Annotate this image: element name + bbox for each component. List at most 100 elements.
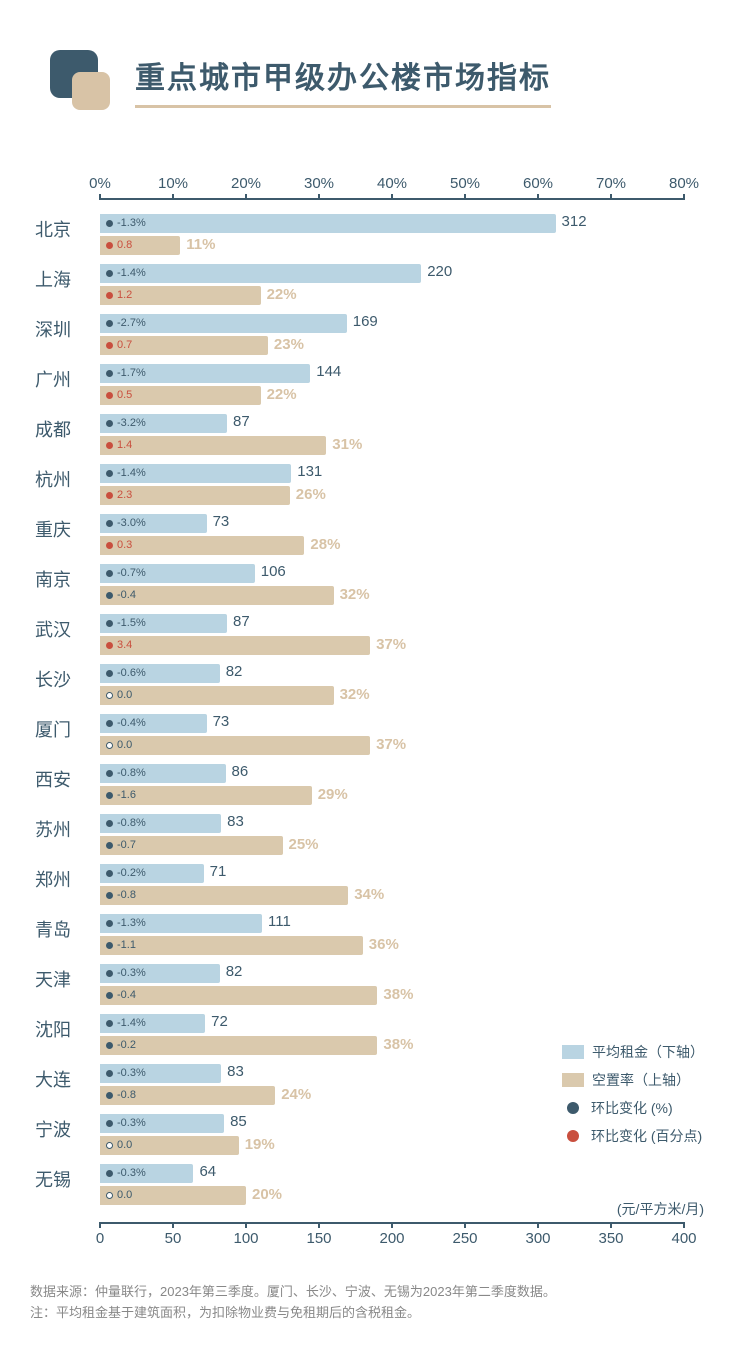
vacancy-change-dot <box>106 292 113 299</box>
rent-change-dot <box>106 1070 113 1077</box>
rent-bar <box>100 864 204 883</box>
rent-bar <box>100 1014 205 1033</box>
vacancy-value: 11% <box>186 236 215 253</box>
rent-value: 85 <box>230 1113 247 1130</box>
rent-bar <box>100 714 207 733</box>
axis-tick: 150 <box>306 1230 331 1247</box>
city-row: 天津8238%-0.3%-0.4 <box>90 962 684 1010</box>
city-label: 广州 <box>35 366 85 392</box>
vacancy-change-dot <box>106 1092 113 1099</box>
vacancy-change-label: 0.3 <box>117 539 132 551</box>
vacancy-change-dot <box>106 842 113 849</box>
rent-value: 83 <box>227 1063 244 1080</box>
chart-header: 重点城市甲级办公楼市场指标 <box>50 50 714 110</box>
rent-change-label: -1.3% <box>117 917 146 929</box>
logo-icon <box>50 50 110 110</box>
vacancy-change-label: 1.4 <box>117 439 132 451</box>
vacancy-change-dot <box>106 542 113 549</box>
city-row: 南京10632%-0.7%-0.4 <box>90 562 684 610</box>
city-row: 上海22022%-1.4%1.2 <box>90 262 684 310</box>
vacancy-change-label: -0.4 <box>117 589 136 601</box>
city-row: 重庆7328%-3.0%0.3 <box>90 512 684 560</box>
city-label: 苏州 <box>35 816 85 842</box>
city-row: 西安8629%-0.8%-1.6 <box>90 762 684 810</box>
vacancy-change-label: 0.5 <box>117 389 132 401</box>
axis-tick: 40% <box>377 175 407 192</box>
vacancy-value: 25% <box>289 836 319 853</box>
city-row: 广州14422%-1.7%0.5 <box>90 362 684 410</box>
rent-value: 71 <box>210 863 227 880</box>
vacancy-change-dot <box>106 242 113 249</box>
rent-value: 87 <box>233 613 250 630</box>
vacancy-value: 29% <box>318 786 348 803</box>
city-label: 北京 <box>35 216 85 242</box>
rent-value: 86 <box>232 763 249 780</box>
axis-tick: 350 <box>598 1230 623 1247</box>
vacancy-value: 19% <box>245 1136 275 1153</box>
rent-change-label: -0.2% <box>117 867 146 879</box>
rent-change-dot <box>106 620 113 627</box>
vacancy-change-dot <box>106 792 113 799</box>
vacancy-change-label: -0.4 <box>117 989 136 1001</box>
city-label: 天津 <box>35 966 85 992</box>
vacancy-value: 20% <box>252 1186 282 1203</box>
vacancy-value: 26% <box>296 486 326 503</box>
vacancy-value: 37% <box>376 736 406 753</box>
vacancy-change-label: -0.2 <box>117 1039 136 1051</box>
rent-change-label: -3.0% <box>117 517 146 529</box>
rent-value: 220 <box>427 263 452 280</box>
vacancy-change-label: -1.6 <box>117 789 136 801</box>
vacancy-change-label: 1.2 <box>117 289 132 301</box>
vacancy-bar <box>100 736 370 755</box>
rent-change-label: -0.3% <box>117 1117 146 1129</box>
chart-title: 重点城市甲级办公楼市场指标 <box>135 53 551 108</box>
vacancy-change-label: 0.0 <box>117 1189 132 1201</box>
rent-change-label: -0.4% <box>117 717 146 729</box>
top-axis: 0%10%20%30%40%50%60%70%80% <box>100 170 684 200</box>
rent-change-label: -1.7% <box>117 367 146 379</box>
city-row: 武汉8737%-1.5%3.4 <box>90 612 684 660</box>
city-label: 无锡 <box>35 1166 85 1192</box>
city-label: 重庆 <box>35 516 85 542</box>
rent-change-dot <box>106 520 113 527</box>
rent-change-label: -0.8% <box>117 767 146 779</box>
vacancy-change-dot <box>106 1142 113 1149</box>
vacancy-value: 32% <box>340 586 370 603</box>
vacancy-change-dot <box>106 692 113 699</box>
rent-change-dot <box>106 320 113 327</box>
city-label: 郑州 <box>35 866 85 892</box>
vacancy-change-label: 3.4 <box>117 639 132 651</box>
rent-bar <box>100 514 207 533</box>
footnotes: 数据来源：仲量联行，2023年第三季度。厦门、长沙、宁波、无锡为2023年第二季… <box>30 1282 556 1324</box>
rent-bar <box>100 264 421 283</box>
rent-bar <box>100 1164 193 1183</box>
city-row: 无锡6420%-0.3%0.0 <box>90 1162 684 1210</box>
city-label: 上海 <box>35 266 85 292</box>
vacancy-value: 38% <box>383 986 413 1003</box>
vacancy-bar <box>100 936 363 955</box>
rent-value: 106 <box>261 563 286 580</box>
vacancy-change-dot <box>106 942 113 949</box>
city-row: 成都8731%-3.2%1.4 <box>90 412 684 460</box>
city-row: 长沙8232%-0.6%0.0 <box>90 662 684 710</box>
axis-tick: 10% <box>158 175 188 192</box>
vacancy-value: 36% <box>369 936 399 953</box>
rent-value: 73 <box>213 513 230 530</box>
vacancy-bar <box>100 436 326 455</box>
city-row: 深圳16923%-2.7%0.7 <box>90 312 684 360</box>
city-row: 苏州8325%-0.8%-0.7 <box>90 812 684 860</box>
city-row: 杭州13126%-1.4%2.3 <box>90 462 684 510</box>
city-row: 青岛11136%-1.3%-1.1 <box>90 912 684 960</box>
vacancy-change-label: 0.7 <box>117 339 132 351</box>
legend-qoq-pp: 环比变化 (百分点) <box>562 1126 704 1146</box>
bottom-axis: 050100150200250300350400 <box>100 1222 684 1252</box>
city-label: 西安 <box>35 766 85 792</box>
vacancy-bar <box>100 636 370 655</box>
rent-change-dot <box>106 770 113 777</box>
vacancy-change-dot <box>106 442 113 449</box>
vacancy-value: 28% <box>310 536 340 553</box>
rent-value: 169 <box>353 313 378 330</box>
legend-rent: 平均租金（下轴） <box>562 1042 704 1062</box>
vacancy-value: 31% <box>332 436 362 453</box>
rent-change-dot <box>106 470 113 477</box>
